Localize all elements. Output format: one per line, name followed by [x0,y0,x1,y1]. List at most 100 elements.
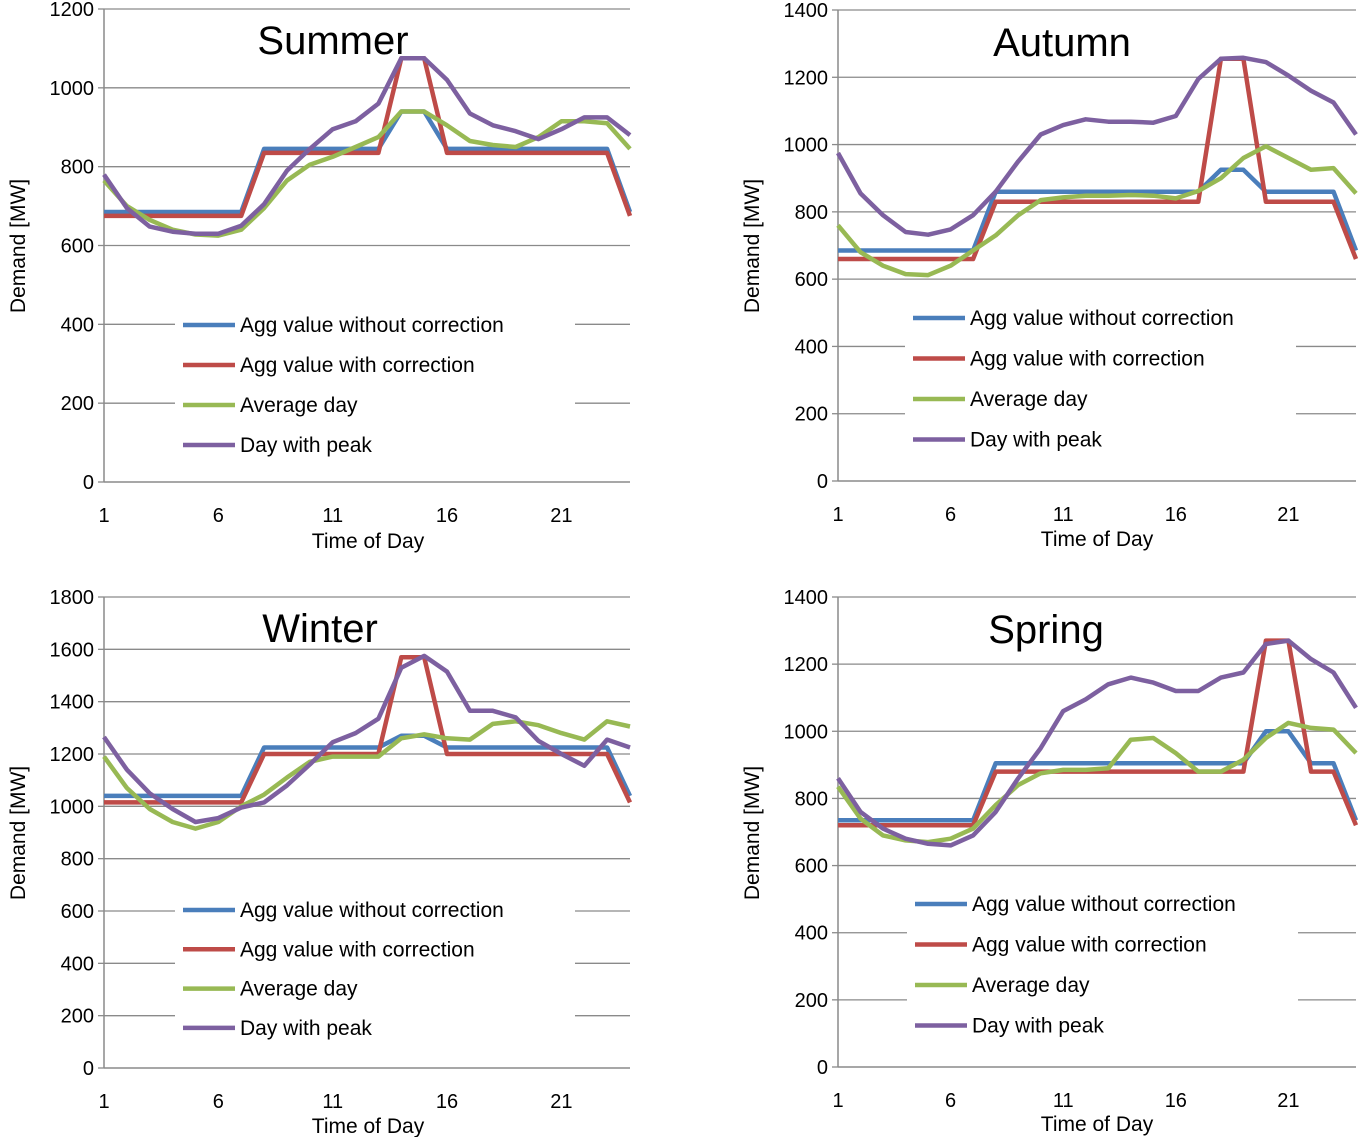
legend-entry: Agg value without correction [240,899,504,922]
x-tick-label: 11 [1053,1090,1074,1112]
legend-background [175,305,575,473]
y-tick-label: 800 [61,157,94,179]
y-tick-label: 0 [817,471,828,493]
legend-entry: Agg value without correction [970,307,1234,330]
series-line-4 [102,56,632,236]
x-axis-title: Time of Day [312,530,425,553]
y-tick-label: 1000 [784,721,829,743]
x-tick-label: 1 [98,1091,109,1113]
y-tick-label: 0 [83,1058,94,1080]
y-tick-label: 600 [61,236,94,258]
x-tick-label: 21 [1277,504,1299,526]
x-tick-label: 6 [213,1091,224,1113]
y-tick-label: 600 [61,901,94,923]
x-axis-title: Time of Day [1041,1113,1154,1136]
y-tick-label: 1600 [50,639,95,661]
legend-entry: Average day [240,394,358,417]
x-tick-label: 11 [322,505,343,527]
y-tick-label: 400 [61,314,94,336]
y-tick-label: 1200 [784,67,829,89]
x-tick-label: 1 [98,505,109,527]
y-axis-title: Demand [MW] [741,179,764,313]
y-tick-label: 1200 [50,744,95,766]
y-tick-label: 200 [61,393,94,415]
y-tick-label: 400 [61,953,94,975]
legend-background [175,890,575,1056]
y-tick-label: 600 [795,856,828,878]
chart-title: Summer [257,19,408,63]
x-tick-label: 21 [550,1091,572,1113]
legend-entry: Average day [972,974,1090,997]
y-tick-label: 800 [795,788,828,810]
x-axis-title: Time of Day [312,1115,425,1137]
legend-entry: Average day [970,388,1088,411]
y-tick-label: 1000 [50,796,95,818]
series-line-3 [836,144,1358,278]
x-tick-label: 1 [832,504,843,526]
x-tick-label: 11 [322,1091,343,1113]
legend-entry: Day with peak [240,434,372,457]
legend-entry: Day with peak [970,429,1102,452]
y-axis-title: Demand [MW] [7,179,30,313]
legend-background [905,298,1296,468]
x-tick-label: 16 [436,1091,458,1113]
chart-title: Autumn [993,21,1131,65]
y-tick-label: 1000 [784,135,829,157]
y-axis-title: Demand [MW] [741,766,764,900]
series-line-4 [836,55,1358,237]
legend-entry: Agg value with correction [240,354,475,377]
y-tick-label: 0 [83,472,94,494]
x-tick-label: 16 [1165,1090,1187,1112]
legend-entry: Day with peak [240,1017,372,1040]
series-line-2 [838,638,1359,828]
y-tick-label: 1200 [50,0,95,21]
x-axis-title: Time of Day [1041,528,1154,551]
series-line-1 [104,733,633,799]
y-tick-label: 0 [817,1057,828,1079]
series-line-4 [836,638,1358,848]
series-line-2 [104,654,633,805]
legend-entry: Day with peak [972,1015,1104,1038]
series-line-1 [838,167,1359,253]
y-tick-label: 1400 [784,0,829,22]
series-line-4 [102,653,631,825]
x-tick-label: 6 [945,1090,956,1112]
y-tick-label: 800 [795,202,828,224]
y-tick-label: 1000 [50,78,95,100]
x-tick-label: 21 [550,505,572,527]
y-tick-label: 1200 [784,654,829,676]
legend-entry: Average day [240,978,358,1001]
legend-entry: Agg value with correction [240,938,475,961]
y-tick-label: 1400 [784,587,829,609]
y-tick-label: 400 [795,336,828,358]
y-tick-label: 400 [795,923,828,945]
y-axis-title: Demand [MW] [7,766,30,900]
series-line-2 [838,56,1359,262]
legend-background [907,884,1298,1054]
series-line-1 [104,109,633,215]
x-tick-label: 21 [1277,1090,1299,1112]
legend-entry: Agg value with correction [972,934,1207,957]
series-line-3 [102,719,631,831]
y-tick-label: 200 [795,404,828,426]
legend-entry: Agg value without correction [240,314,504,337]
x-tick-label: 11 [1053,504,1074,526]
x-tick-label: 16 [436,505,458,527]
x-tick-label: 6 [213,505,224,527]
y-tick-label: 200 [795,990,828,1012]
x-tick-label: 1 [832,1090,843,1112]
y-tick-label: 1400 [50,692,95,714]
legend-entry: Agg value with correction [970,348,1205,371]
y-tick-label: 200 [61,1006,94,1028]
series-line-1 [838,729,1359,823]
x-tick-label: 6 [945,504,956,526]
series-line-2 [104,56,633,219]
chart-title: Winter [262,607,378,651]
chart-title: Spring [988,608,1104,652]
y-tick-label: 1800 [50,587,95,609]
